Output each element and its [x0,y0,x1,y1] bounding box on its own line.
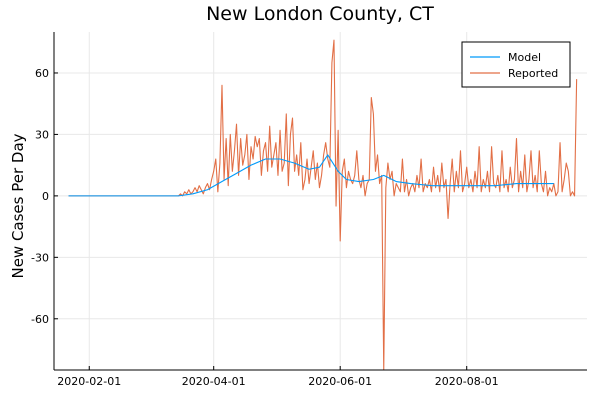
y-tick-label: -30 [31,251,49,264]
legend-label: Reported [508,67,558,80]
series-line-model [68,154,554,197]
y-tick-label: 60 [35,67,49,80]
chart-title: New London County, CT [206,3,434,25]
series-line-reported [68,39,578,371]
tick-labels: 2020-02-01 2020-04-01 2020-06-01 2020-08-01… [31,67,499,388]
y-tick-label: 0 [42,190,49,203]
y-axis-label: New Cases Per Day [9,133,27,278]
x-tick-label: 2020-06-01 [308,375,372,388]
y-tick-label: 30 [35,128,49,141]
y-tick-label: -60 [31,313,49,326]
axes [53,32,587,371]
x-tick-label: 2020-02-01 [57,375,121,388]
series-layer [68,39,578,371]
legend-box [461,41,571,88]
legend: Model Reported [461,41,571,88]
x-tick-label: 2020-08-01 [435,375,499,388]
legend-label: Model [508,51,541,64]
x-tick-label: 2020-04-01 [182,375,246,388]
